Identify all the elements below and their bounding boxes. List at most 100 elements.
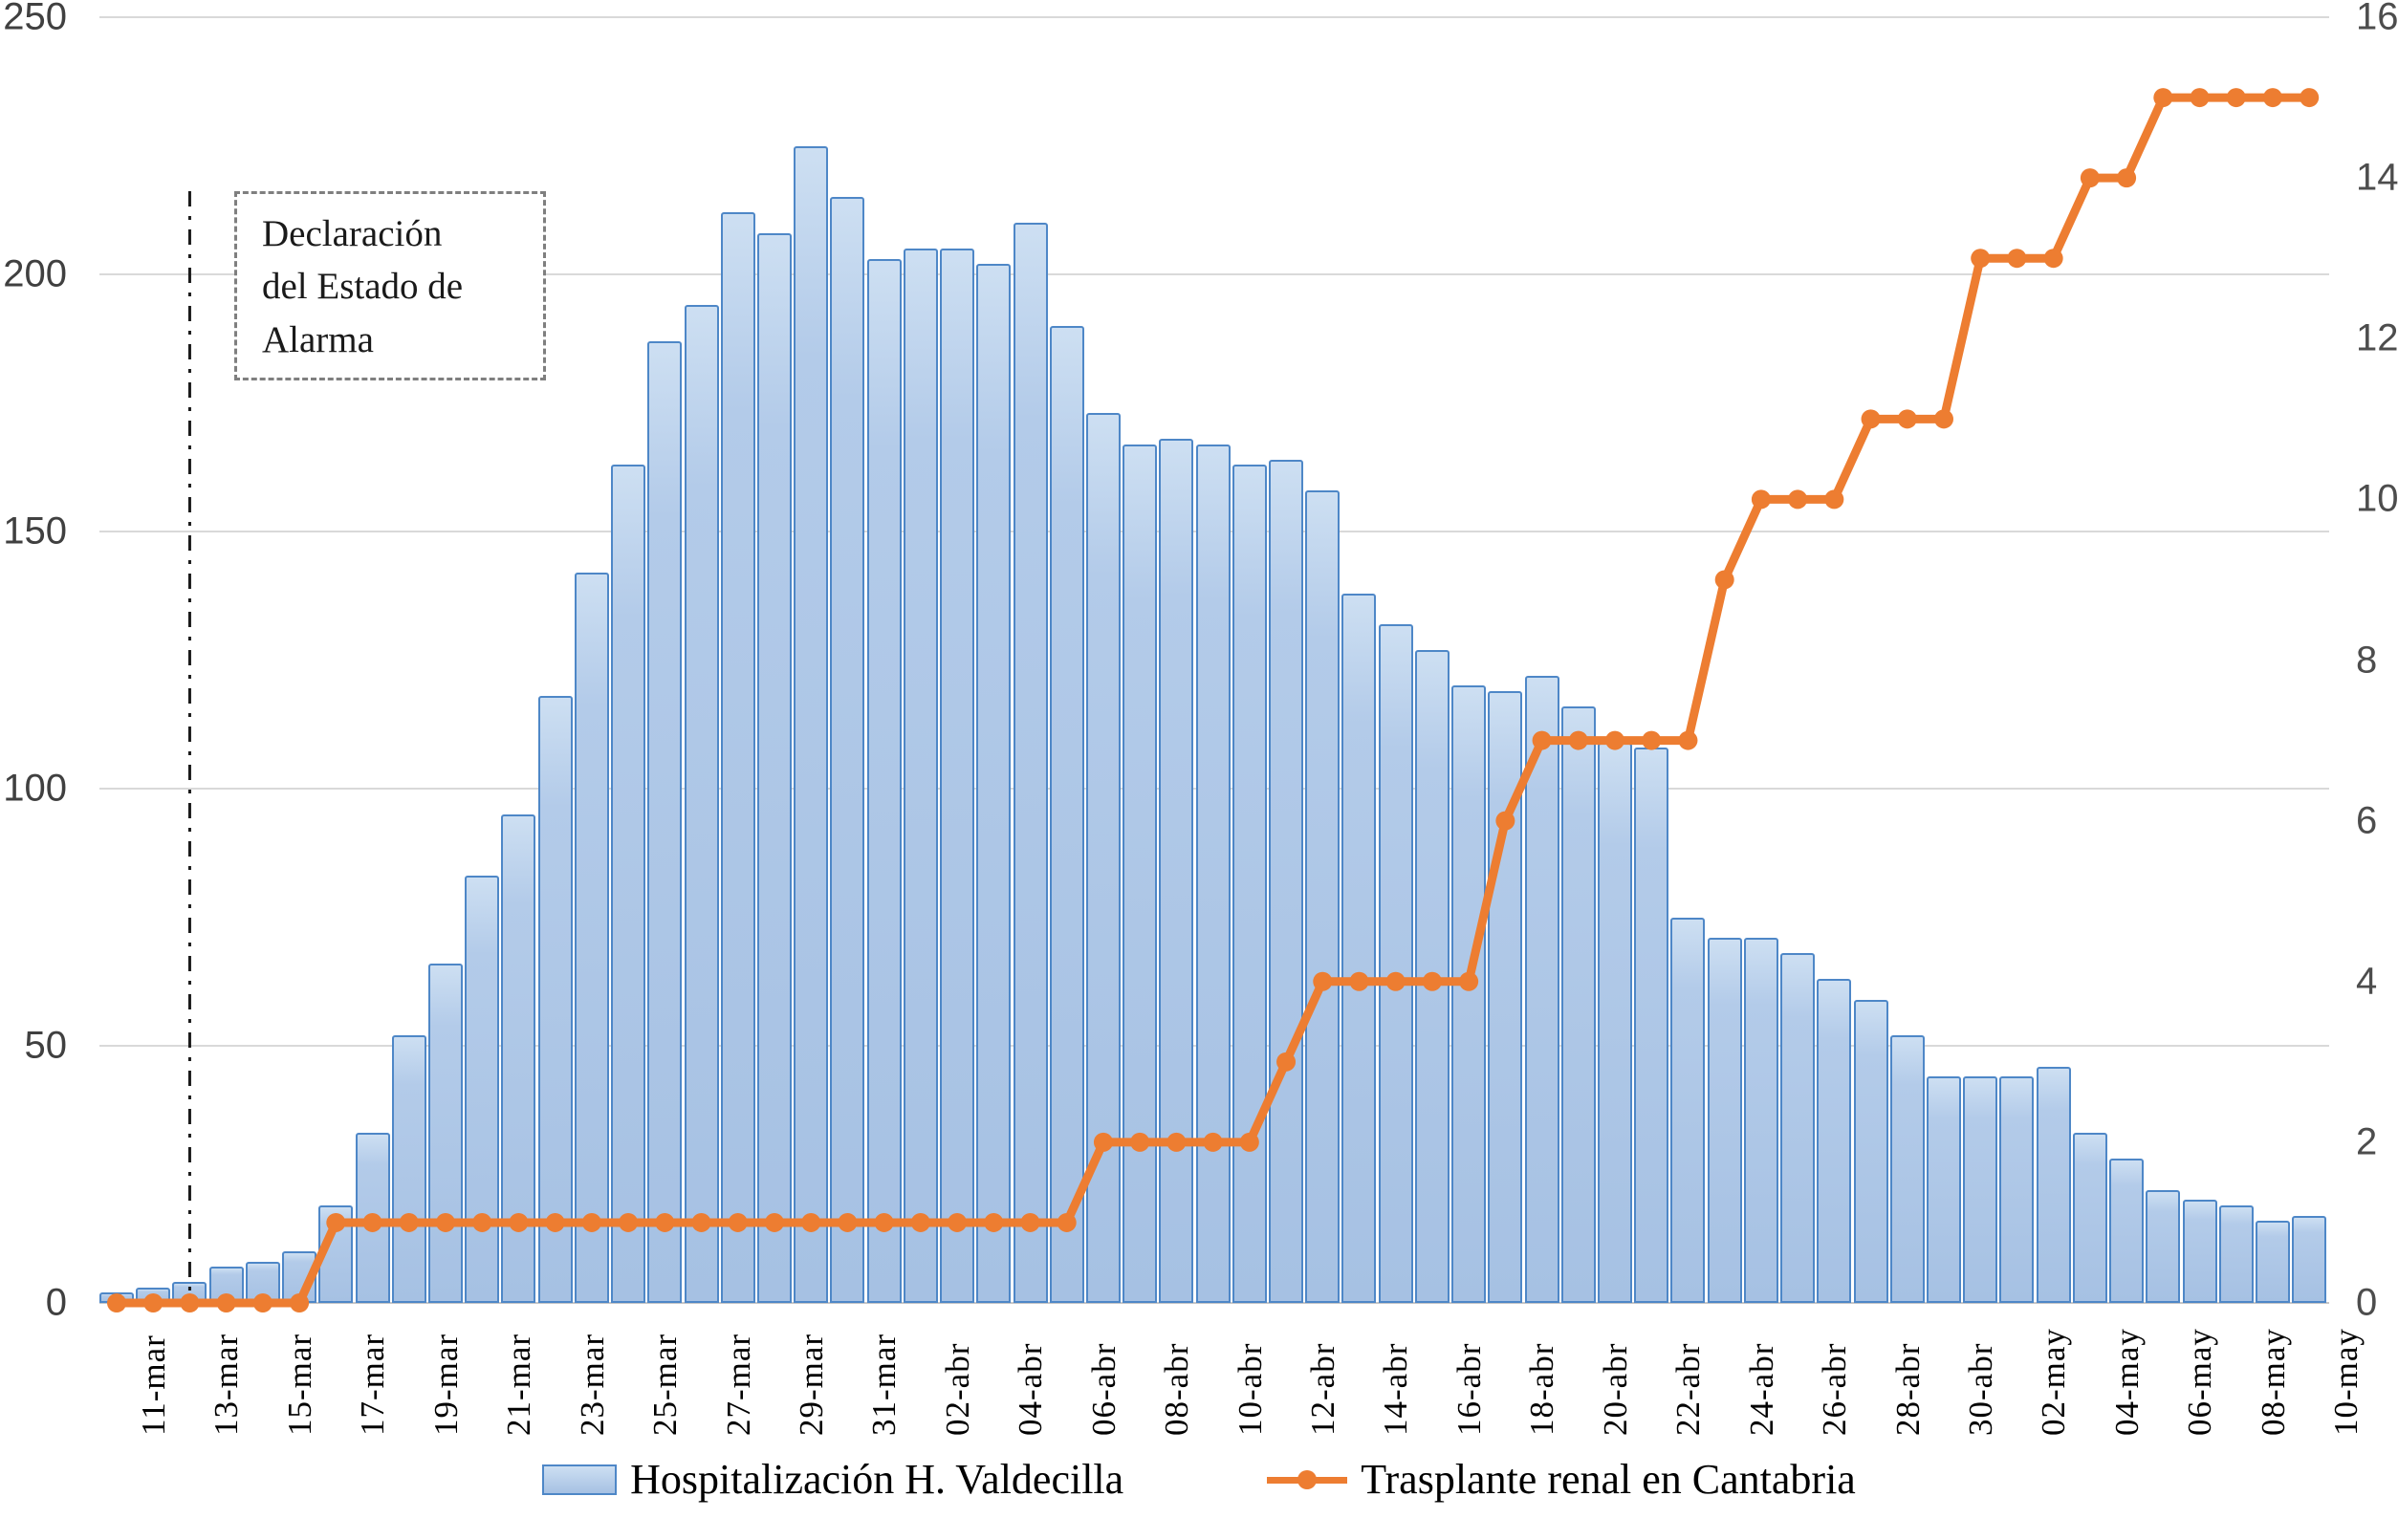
marker-08-abr <box>1130 1132 1150 1152</box>
marker-16-abr <box>1422 971 1442 991</box>
marker-14-mar <box>216 1293 236 1312</box>
marker-17-abr <box>1459 971 1479 991</box>
gridline-250 <box>99 16 2329 18</box>
bar-12-abr <box>1269 459 1304 1303</box>
x-axis-label-26-abr: 26-abr <box>1816 1342 1854 1436</box>
marker-10-abr <box>1203 1132 1223 1152</box>
bar-06-abr <box>1049 325 1084 1303</box>
bar-02-abr <box>903 249 938 1303</box>
legend-item-hospitalizacion: Hospitalización H. Valdecilla <box>542 1455 1123 1504</box>
legend-item-trasplante: Trasplante renal en Cantabria <box>1267 1455 1856 1504</box>
marker-12-mar <box>143 1293 164 1312</box>
right-axis-tick-10: 10 <box>2356 477 2398 520</box>
bar-swatch-icon <box>542 1464 618 1495</box>
bar-07-may <box>2182 1200 2217 1303</box>
legend-label-trasplante: Trasplante renal en Cantabria <box>1361 1456 1856 1503</box>
x-axis-label-10-may: 10-may <box>2327 1328 2365 1436</box>
left-axis-tick-0: 0 <box>45 1281 67 1324</box>
bar-15-abr <box>1378 623 1413 1303</box>
bar-25-mar <box>611 465 646 1303</box>
left-axis-tick-50: 50 <box>24 1024 68 1067</box>
marker-03-may <box>2043 249 2063 269</box>
marker-30-mar <box>801 1212 821 1232</box>
marker-03-abr <box>948 1212 968 1232</box>
x-axis-label-20-abr: 20-abr <box>1596 1342 1634 1436</box>
marker-10-may <box>2300 88 2320 108</box>
bar-27-abr <box>1817 979 1852 1303</box>
annotation-text-line: del Estado de <box>262 266 464 308</box>
right-axis-tick-2: 2 <box>2356 1120 2378 1163</box>
marker-21-abr <box>1605 730 1625 750</box>
x-axis-label-19-mar: 19-mar <box>426 1333 465 1436</box>
marker-15-abr <box>1385 971 1406 991</box>
bar-18-abr <box>1488 690 1523 1303</box>
x-axis-label-13-mar: 13-mar <box>207 1333 246 1436</box>
bar-23-mar <box>537 696 573 1303</box>
line-swatch-icon <box>1267 1469 1348 1489</box>
marker-08-may <box>2226 88 2246 108</box>
x-axis-label-21-mar: 21-mar <box>500 1333 538 1436</box>
bar-22-abr <box>1634 747 1669 1303</box>
left-axis-tick-150: 150 <box>3 510 67 553</box>
right-axis-tick-12: 12 <box>2356 316 2398 359</box>
x-axis-label-08-may: 08-may <box>2254 1328 2292 1436</box>
marker-22-abr <box>1642 730 1662 750</box>
right-axis-tick-6: 6 <box>2356 799 2378 842</box>
x-axis-label-24-abr: 24-abr <box>1742 1342 1780 1436</box>
bar-05-may <box>2109 1159 2145 1303</box>
bar-26-abr <box>1780 953 1816 1303</box>
bar-13-abr <box>1305 489 1341 1303</box>
gridline-200 <box>99 273 2329 275</box>
x-axis-label-11-mar: 11-mar <box>135 1334 172 1436</box>
bar-07-abr <box>1085 413 1121 1303</box>
bar-14-abr <box>1341 593 1377 1303</box>
x-axis-label-08-abr: 08-abr <box>1158 1342 1196 1436</box>
bar-04-may <box>2072 1133 2107 1303</box>
bar-10-abr <box>1195 444 1231 1303</box>
marker-02-may <box>2007 249 2027 269</box>
marker-16-mar <box>290 1293 310 1312</box>
marker-24-mar <box>581 1212 601 1232</box>
marker-11-abr <box>1239 1132 1259 1152</box>
marker-05-may <box>2117 168 2137 188</box>
left-axis-tick-200: 200 <box>3 252 67 295</box>
x-axis-label-06-may: 06-may <box>2181 1328 2219 1436</box>
x-axis-label-10-abr: 10-abr <box>1231 1342 1269 1436</box>
marker-01-abr <box>874 1212 894 1232</box>
marker-07-abr <box>1093 1132 1113 1152</box>
marker-29-abr <box>1897 409 1917 429</box>
bar-26-mar <box>647 340 683 1303</box>
right-axis-tick-14: 14 <box>2356 156 2398 199</box>
bar-08-abr <box>1123 444 1158 1303</box>
bar-25-abr <box>1743 938 1778 1303</box>
bar-19-mar <box>391 1035 426 1303</box>
x-axis-label-22-abr: 22-abr <box>1669 1342 1708 1436</box>
right-axis-tick-8: 8 <box>2356 639 2378 681</box>
marker-20-abr <box>1568 730 1588 750</box>
marker-31-mar <box>838 1212 858 1232</box>
bar-03-may <box>2036 1066 2071 1303</box>
x-axis-label-28-abr: 28-abr <box>1888 1342 1927 1436</box>
bar-03-abr <box>940 249 975 1303</box>
x-axis-label-30-abr: 30-abr <box>1962 1342 1999 1436</box>
marker-25-mar <box>619 1212 639 1232</box>
right-axis-tick-4: 4 <box>2356 960 2378 1003</box>
x-axis-label-04-abr: 04-abr <box>1012 1342 1050 1436</box>
marker-27-mar <box>691 1212 711 1232</box>
marker-18-mar <box>362 1212 382 1232</box>
marker-27-abr <box>1824 489 1844 510</box>
gridline-0 <box>99 1302 2329 1304</box>
bar-11-abr <box>1232 465 1267 1303</box>
marker-28-mar <box>728 1212 748 1232</box>
marker-04-abr <box>984 1212 1004 1232</box>
x-axis-label-06-abr: 06-abr <box>1084 1342 1123 1436</box>
bar-29-mar <box>756 232 792 1303</box>
bar-19-abr <box>1524 675 1559 1303</box>
x-axis-label-15-mar: 15-mar <box>280 1333 318 1436</box>
bar-24-mar <box>574 573 609 1303</box>
bar-04-abr <box>976 264 1012 1303</box>
marker-09-abr <box>1166 1132 1187 1152</box>
right-axis-tick-0: 0 <box>2356 1281 2378 1324</box>
